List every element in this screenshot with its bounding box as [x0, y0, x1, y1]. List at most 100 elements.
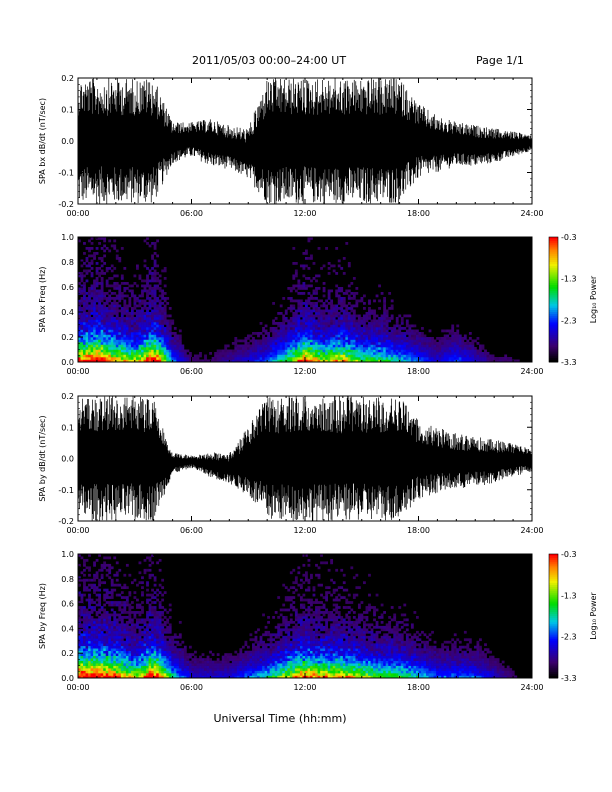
spectrogram-cell — [216, 357, 220, 360]
spectrogram-cell — [415, 329, 419, 333]
spectrogram-cell — [297, 332, 301, 335]
spectrogram-cell — [118, 324, 122, 328]
spectrogram-cell — [181, 653, 185, 656]
spectrogram-cell — [214, 668, 218, 671]
spectrogram-cell — [151, 287, 154, 290]
spectrogram-cell — [168, 339, 172, 343]
spectrogram-cell — [118, 299, 122, 303]
colorbar-band — [549, 322, 558, 325]
spectrogram-cell — [375, 347, 379, 350]
spectrogram-cell — [153, 264, 157, 268]
spectrogram-cell — [178, 354, 182, 358]
spectrogram-cell — [95, 252, 99, 255]
spectrogram-cell — [330, 359, 334, 363]
spectrogram-cell — [178, 633, 182, 637]
spectrogram-cell — [471, 352, 475, 355]
spectrogram-cell — [201, 660, 205, 664]
spectrogram-cell — [93, 628, 96, 632]
spectrogram-cell — [118, 342, 122, 345]
spectrogram-cell — [355, 329, 359, 333]
spectrogram-cell — [156, 337, 160, 340]
spectrogram-cell — [360, 357, 364, 360]
spectrogram-cell — [209, 660, 212, 664]
spectrogram-cell — [244, 337, 248, 340]
spectrogram-cell — [335, 329, 339, 333]
spectrogram-cell — [194, 665, 197, 669]
spectrogram-cell — [123, 332, 127, 335]
spectrogram-cell — [78, 613, 81, 617]
spectrogram-cell — [93, 282, 96, 285]
spectrogram-cell — [370, 342, 374, 345]
y-tick-label: 0.1 — [61, 106, 74, 115]
spectrogram-cell — [163, 277, 167, 280]
spectrogram-cell — [80, 638, 84, 642]
spectrogram-cell — [115, 329, 119, 333]
spectrogram-cell — [95, 603, 99, 607]
spectrogram-cell — [171, 339, 175, 343]
spectrogram-cell — [103, 628, 107, 632]
spectrogram-cell — [88, 650, 91, 654]
spectrogram-cell — [383, 302, 387, 305]
spectrogram-cell — [231, 354, 235, 358]
spectrogram-cell — [166, 327, 170, 330]
spectrogram-cell — [108, 347, 112, 350]
spectrogram-cell — [141, 329, 144, 333]
spectrogram-cell — [423, 354, 427, 358]
spectrogram-cell — [113, 618, 117, 622]
spectrogram-cell — [80, 334, 84, 338]
spectrogram-cell — [110, 244, 114, 248]
spectrogram-cell — [325, 304, 328, 308]
spectrogram-cell — [93, 563, 96, 567]
spectrogram-cell — [335, 344, 339, 348]
spectrogram-cell — [320, 337, 323, 340]
spectrogram-cell — [93, 650, 96, 654]
spectrogram-cell — [90, 289, 94, 293]
spectrogram-cell — [120, 332, 124, 335]
spectrogram-cell — [236, 352, 240, 355]
spectrogram-cell — [100, 608, 104, 612]
spectrogram-cell — [453, 349, 457, 353]
spectrogram-cell — [118, 337, 122, 340]
spectrogram-cell — [98, 347, 101, 350]
spectrogram-cell — [108, 319, 112, 323]
spectrogram-cell — [226, 344, 230, 348]
spectrogram-cell — [375, 344, 379, 348]
spectrogram-cell — [284, 312, 288, 315]
spectrogram-cell — [110, 322, 114, 325]
spectrogram-cell — [93, 332, 96, 335]
spectrogram-cell — [297, 282, 301, 285]
spectrogram-cell — [325, 359, 328, 363]
spectrogram-cell — [315, 304, 318, 308]
spectrogram-cell — [146, 354, 149, 358]
spectrogram-cell — [178, 334, 182, 338]
spectrogram-cell — [98, 581, 101, 585]
spectrogram-cell — [330, 349, 334, 353]
spectrogram-cell — [257, 332, 260, 335]
spectrogram-cell — [183, 663, 187, 666]
spectrogram-cell — [148, 354, 152, 358]
spectrogram-cell — [380, 359, 384, 363]
spectrogram-cell — [345, 292, 349, 295]
y-tick-label: 0.0 — [61, 358, 74, 367]
spectrogram-cell — [128, 658, 132, 661]
spectrogram-cell — [388, 307, 392, 310]
spectrogram-cell — [138, 648, 142, 652]
spectrogram-cell — [148, 359, 152, 363]
spectrogram-cell — [110, 339, 114, 343]
spectrogram-cell — [363, 332, 366, 335]
spectrogram-cell — [322, 319, 326, 323]
spectrogram-cell — [88, 292, 91, 295]
spectrogram-cell — [103, 645, 107, 649]
spectrogram-cell — [294, 352, 298, 355]
spectrogram-cell — [80, 287, 84, 290]
spectrogram-cell — [168, 354, 172, 358]
spectrogram-cell — [226, 655, 230, 659]
spectrogram-cell — [292, 359, 296, 363]
spectrogram-cell — [166, 648, 170, 652]
spectrogram-cell — [340, 344, 344, 348]
spectrogram-cell — [100, 329, 104, 333]
spectrogram-cell — [108, 332, 112, 335]
spectrogram-cell — [95, 289, 99, 293]
spectrogram-cell — [408, 354, 412, 358]
spectrogram-cell — [83, 317, 86, 320]
